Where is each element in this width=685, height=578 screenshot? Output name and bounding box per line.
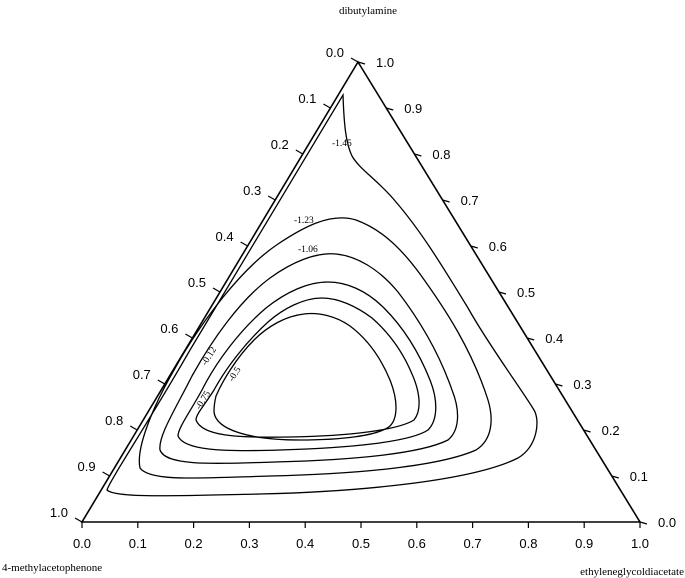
tick-left — [185, 333, 193, 339]
tick-left — [212, 287, 221, 293]
tick-label-right: 0.2 — [602, 423, 620, 438]
contour-line-1.23 — [138, 217, 492, 479]
tick-label-bottom: 0.1 — [129, 536, 147, 551]
tick-label-right: 0.8 — [432, 147, 450, 162]
contour-lines — [106, 92, 538, 497]
tick-label-left: 1.0 — [50, 505, 68, 520]
vertex-label-right: ethyleneglycoldiacetate — [580, 566, 684, 578]
tick-label-right: 1.0 — [376, 55, 394, 70]
contour-line-1.06 — [159, 253, 459, 464]
tick-label-bottom: 0.4 — [296, 536, 314, 551]
tick-label-right: 0.9 — [404, 101, 422, 116]
axis-ticks — [74, 57, 648, 528]
tick-label-right: 0.4 — [545, 331, 563, 346]
tick-right — [555, 383, 563, 387]
tick-left — [157, 379, 166, 385]
tick-right — [470, 245, 478, 249]
tick-label-bottom: 0.5 — [352, 536, 370, 551]
axis-tick-labels: 0.0 0.1 0.2 0.3 0.4 0.5 0.6 0.7 0.8 0.9 1.0 0.0 0.1 0… — [50, 45, 676, 551]
tick-left — [323, 103, 331, 109]
tick-label-right: 0.7 — [461, 193, 479, 208]
contour-line-0.5 — [213, 312, 397, 441]
tick-left — [74, 517, 83, 523]
contour-label: -1.23 — [294, 216, 314, 226]
vertex-label-left: 4-methylacetophenone — [2, 562, 102, 574]
tick-label-left: 0.9 — [78, 459, 96, 474]
tick-label-left: 0.8 — [105, 413, 123, 428]
tick-right — [414, 153, 422, 157]
tick-label-right: 0.6 — [489, 239, 507, 254]
tick-right — [498, 291, 507, 295]
tick-label-bottom: 0.8 — [519, 536, 537, 551]
tick-left — [295, 149, 304, 155]
tick-right — [442, 199, 450, 203]
tick-label-right: 0.3 — [573, 377, 591, 392]
tick-label-right: 0.5 — [517, 285, 535, 300]
tick-label-bottom: 0.3 — [240, 536, 258, 551]
tick-label-left: 0.5 — [188, 275, 206, 290]
tick-left — [240, 241, 248, 247]
tick-right — [639, 521, 648, 525]
contour-line-0.75 — [195, 297, 420, 438]
contour-label: -0.75 — [194, 389, 213, 411]
contour-label: -1.45 — [332, 139, 352, 149]
tick-label-right: 0.0 — [658, 515, 676, 530]
tick-label-left: 0.1 — [298, 91, 316, 106]
tick-label-left: 0.6 — [160, 321, 178, 336]
tick-label-bottom: 0.6 — [408, 536, 426, 551]
tick-label-left: 0.7 — [133, 367, 151, 382]
contour-line-0.12 — [177, 281, 437, 452]
tick-left — [350, 57, 359, 63]
tick-left — [267, 195, 276, 201]
tick-right — [527, 337, 535, 341]
tick-right — [583, 429, 591, 433]
contour-label: -1.06 — [298, 245, 318, 255]
tick-label-bottom: 0.9 — [575, 536, 593, 551]
tick-label-left: 0.4 — [216, 229, 234, 244]
tick-label-left: 0.2 — [271, 137, 289, 152]
contour-line-outer — [106, 92, 538, 497]
tick-label-bottom: 1.0 — [631, 536, 649, 551]
tick-label-left: 0.0 — [326, 45, 344, 60]
vertex-label-top: dibutylamine — [339, 5, 397, 17]
contour-label: -0.5 — [227, 365, 244, 383]
triangle-frame — [80, 60, 642, 523]
tick-label-bottom: 0.0 — [73, 536, 91, 551]
tick-left — [102, 471, 110, 477]
tick-label-bottom: 0.2 — [185, 536, 203, 551]
tick-right — [386, 107, 394, 111]
tick-label-right: 0.1 — [630, 469, 648, 484]
tick-right — [611, 475, 619, 479]
tick-left — [129, 425, 138, 431]
tick-label-left: 0.3 — [243, 183, 261, 198]
tick-label-bottom: 0.7 — [464, 536, 482, 551]
tick-right — [357, 61, 366, 65]
